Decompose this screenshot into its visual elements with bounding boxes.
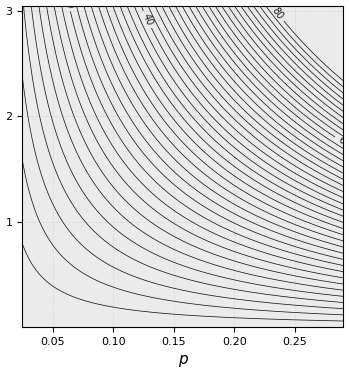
X-axis label: p: p — [178, 352, 188, 367]
Text: 20: 20 — [62, 0, 74, 9]
Text: 80: 80 — [270, 6, 285, 21]
Text: 60: 60 — [336, 135, 349, 150]
Text: 40: 40 — [140, 12, 154, 27]
